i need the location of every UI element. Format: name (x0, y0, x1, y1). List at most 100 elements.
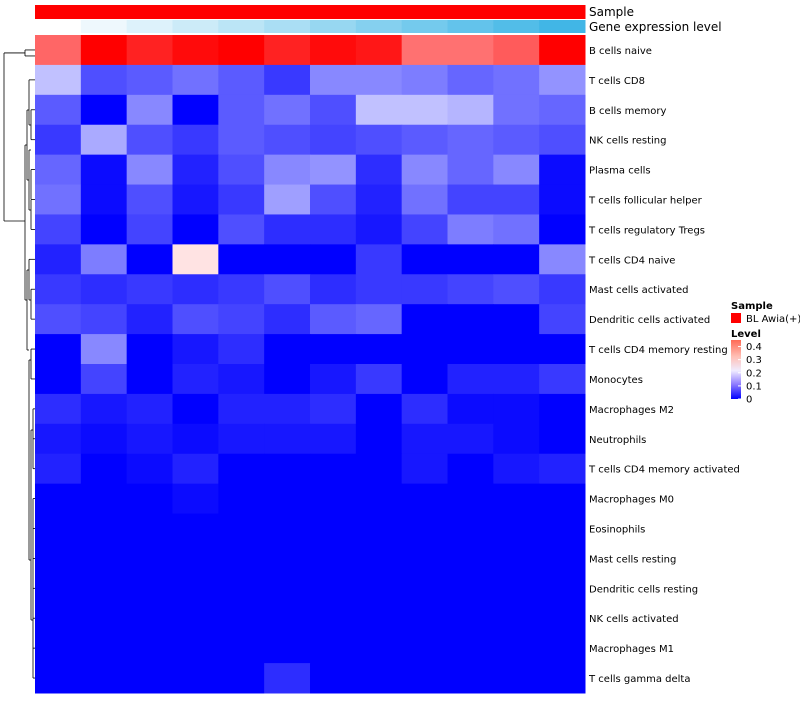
legend: Sample BL Awia(+) Level 0.4 0.3 0.2 0.1 0 (731, 301, 800, 406)
heatmap-cell (539, 244, 586, 275)
heatmap-cell (355, 94, 403, 126)
heatmap-cell (539, 35, 586, 66)
heatmap-cell (218, 513, 265, 544)
heatmap-cell (310, 364, 357, 395)
sample-annotation-cell (493, 5, 540, 19)
heatmap-cell (539, 274, 586, 305)
heatmap-cell (172, 214, 219, 245)
heatmap-cell (355, 124, 403, 156)
heatmap-cell (172, 244, 219, 275)
row-label: T cells CD8 (588, 76, 645, 87)
heatmap-cell (35, 214, 82, 245)
heatmap-cell (35, 64, 82, 96)
row-label: Mast cells resting (589, 554, 676, 565)
heatmap-cell (264, 64, 311, 96)
row-label: NK cells resting (589, 136, 666, 147)
heatmap-cell (401, 543, 448, 574)
heatmap-cell (218, 483, 265, 515)
heatmap-cell (172, 453, 219, 485)
heatmap-cell (264, 603, 311, 634)
sample-annotation-cell (35, 5, 82, 19)
heatmap-cell (355, 483, 403, 515)
heatmap-cell (539, 633, 586, 664)
legend-tick-label: 0 (746, 395, 752, 406)
heatmap-cell (126, 184, 173, 215)
heatmap-cell (126, 94, 173, 126)
heatmap-cell (264, 543, 311, 574)
heatmap-cell (355, 663, 403, 694)
heatmap-cell (35, 393, 82, 425)
heatmap-cell (447, 483, 494, 515)
heatmap-cell (447, 244, 494, 275)
heatmap-cell (401, 603, 448, 634)
heatmap-cell (80, 633, 128, 664)
heatmap-cell (264, 334, 311, 365)
sample-annotation-cell (126, 5, 173, 19)
heatmap-cell (310, 483, 357, 515)
row-label: T cells regulatory Tregs (588, 225, 705, 236)
heatmap-cell (539, 94, 586, 126)
heatmap-cell (172, 154, 219, 186)
legend-tick-label: 0.1 (746, 381, 762, 392)
heatmap-cell (493, 274, 540, 305)
heatmap-cell (355, 603, 403, 634)
heatmap-cell (172, 94, 219, 126)
heatmap-cell (539, 393, 586, 425)
heatmap-cell (264, 573, 311, 604)
heatmap-cell (172, 64, 219, 96)
heatmap-cell (172, 663, 219, 694)
heatmap-cell (264, 393, 311, 425)
heatmap-cell (355, 364, 403, 395)
heatmap-cell (401, 633, 448, 664)
heatmap-cell (539, 513, 586, 544)
heatmap-cell (264, 124, 311, 156)
heatmap-cell (172, 393, 219, 425)
heatmap-cell (35, 513, 82, 544)
heatmap-cell (80, 453, 128, 485)
heatmap-cell (264, 663, 311, 694)
heatmap-cell (310, 94, 357, 126)
heatmap-cell (355, 334, 403, 365)
heatmap-cell (539, 334, 586, 365)
heatmap-cell (310, 543, 357, 574)
heatmap-cell (310, 35, 357, 66)
heatmap-cell (493, 304, 540, 335)
heatmap-cell (447, 513, 494, 544)
heatmap-cell (355, 184, 403, 215)
sample-annotation-cell (218, 5, 265, 19)
heatmap-cell (80, 304, 128, 335)
heatmap-cell (35, 94, 82, 126)
heatmap-cell (35, 573, 82, 604)
heatmap-cell (310, 334, 357, 365)
heatmap-cell (401, 423, 448, 455)
heatmap-cell (401, 154, 448, 186)
heatmap-cell (310, 64, 357, 96)
heatmap-cell (35, 35, 82, 66)
heatmap-cell (126, 154, 173, 186)
heatmap-cell (310, 244, 357, 275)
heatmap-cell (401, 35, 448, 66)
row-label: NK cells activated (589, 614, 679, 625)
heatmap-cell (493, 364, 540, 395)
heatmap-cell (355, 214, 403, 245)
heatmap-cell (126, 423, 173, 455)
heatmap-cell (539, 603, 586, 634)
legend-sample-swatch (731, 313, 741, 323)
row-label: Macrophages M2 (589, 405, 674, 416)
heatmap-cell (80, 124, 128, 156)
heatmap-cell (264, 35, 311, 66)
row-label: T cells CD4 memory activated (588, 465, 740, 476)
heatmap-cell (493, 244, 540, 275)
row-label: T cells follicular helper (588, 196, 703, 207)
heatmap-cell (80, 35, 128, 66)
heatmap-cell (401, 94, 448, 126)
heatmap-cell (126, 304, 173, 335)
heatmap-cell (447, 393, 494, 425)
heatmap-cell (401, 274, 448, 305)
heatmap-cell (218, 274, 265, 305)
sample-annotation-label: Sample (589, 5, 634, 19)
row-label: Mast cells activated (589, 285, 688, 296)
heatmap-cell (126, 35, 173, 66)
gene-expression-annotation-cell (447, 20, 494, 33)
